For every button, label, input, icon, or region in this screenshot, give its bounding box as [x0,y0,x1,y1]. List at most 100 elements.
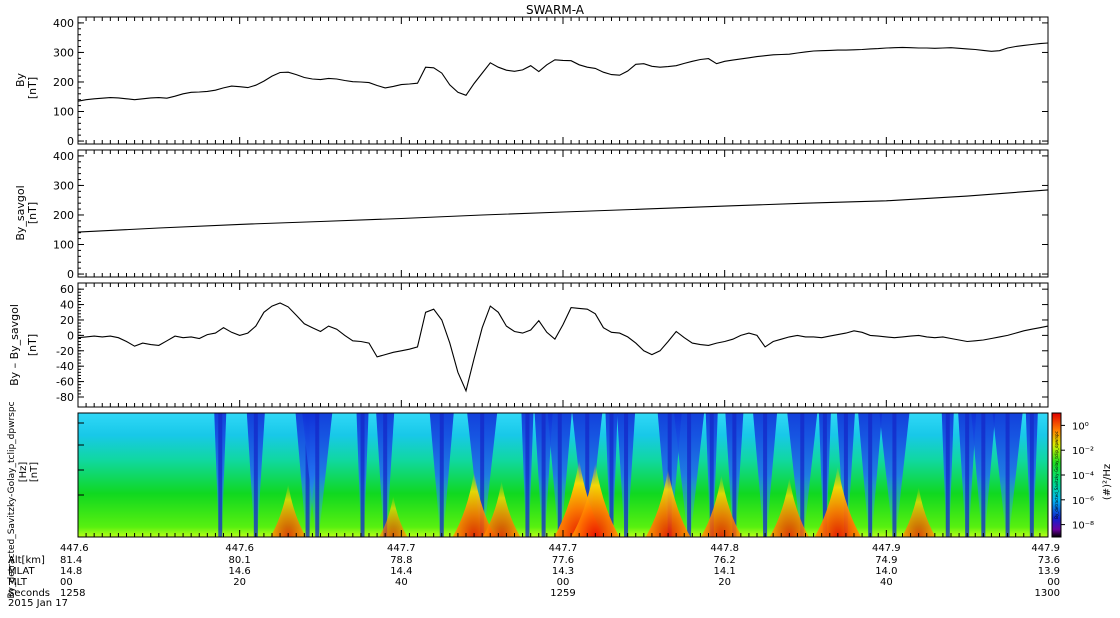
date-label: 2015 Jan 17 [8,598,68,609]
annotation-value: 1300 [1035,588,1060,599]
spectrogram-low-power-core [1029,413,1034,537]
spectrogram-low-power-core [360,413,365,537]
spectrogram-high-power-burst [452,472,496,537]
spectrogram-low-power-core [557,413,562,537]
panel-frame [77,16,1049,145]
panel-frame [77,282,1049,408]
ylabel-by: By [14,72,27,87]
spectrogram-high-power-burst [378,496,408,537]
y-tick-label: -20 [56,345,74,358]
spectrogram-low-power-core [945,413,950,537]
panel-by: 0 100 200 300 400 By [nT] [14,16,1049,148]
annotation-value: 447.7 [549,543,578,554]
annotation-value: 447.9 [1031,543,1060,554]
colorbar-ticks: 10⁰ 10⁻² 10⁻⁴ 10⁻⁶ 10⁻⁸ [1061,421,1094,532]
y-tick-label: -80 [56,391,74,404]
colorbar-tick-label: 10⁻² [1072,446,1094,457]
y-tick-label: 0 [67,135,74,148]
annotation-value: 14.3 [552,566,574,577]
spectrogram-low-power-core [965,413,970,537]
ylabel-by-savgol: By_savgol [14,185,27,240]
annotation-value: 00 [60,577,73,588]
spectrogram-low-power-core [1005,413,1010,537]
y-tick-label: 40 [60,299,74,312]
panel-frame [77,149,1049,278]
x-axis-annotation: 447.6 447.6 447.7 447.7 447.8 447.9 447.9 Alt[k… [8,543,1060,599]
spectrogram-low-power-core [305,413,310,537]
spectrogram-low-power-core [480,413,485,537]
annotation-value: 00 [1047,577,1060,588]
colorbar-tick-label: 10⁻⁴ [1072,471,1094,482]
spectrogram-high-power-burst [645,469,691,537]
colorbar-inner-label: By_detracted_Savitzky-Golay_tclip_dpwrsp… [1054,431,1059,519]
colorbar-tick-label: 10⁻⁸ [1072,521,1094,532]
spectrogram-low-power-core [981,413,986,537]
series-line-by-minus-savgol [77,302,1049,393]
spectrogram-low-power-core [383,413,388,537]
spectrogram-low-power-core [253,413,258,537]
annotation-value: 447.7 [387,543,416,554]
panel-by-minus-savgol: 60 40 20 0 -20 -40 -60 -80 By – By_savgol [nT] [8,282,1049,408]
yunit-by: [nT] [26,77,39,99]
annotation-value: 76.2 [714,555,736,566]
spectrogram-low-power-core [709,413,714,537]
spectrogram-low-power-core [892,413,897,537]
annotation-value: 1259 [550,588,575,599]
panel-by-savgol: 0 100 200 300 400 By_savgol [nT] [14,149,1049,281]
annotation-value: 81.4 [60,555,82,566]
annotation-row-label: Alt[km] [8,555,45,566]
colorbar-label: (#)²/Hz [1102,464,1113,500]
annotation-value: 40 [395,577,408,588]
ylabel-spectrogram: By_detracted_Savitzky-Golay_tclip_dpwrsp… [7,401,17,598]
y-tick-label: 300 [53,179,74,192]
spectrogram-low-power-columns [214,413,1038,537]
y-tick-label: 0 [67,329,74,342]
yunit-by-savgol: [nT] [26,202,39,224]
series-line-by-savgol [77,189,1049,233]
annotation-value: 73.6 [1038,555,1060,566]
y-tick-label: 200 [53,76,74,89]
annotation-row-label: MLT [8,577,28,588]
y-tick-label: 0 [67,268,74,281]
spectrogram-low-power-core [763,413,768,537]
annotation-value: 40 [880,577,893,588]
annotation-value: 14.6 [229,566,251,577]
spectrogram-low-power-core [822,413,827,537]
spectrogram-low-power-core [732,413,737,537]
figure-title: SWARM-A [526,3,585,17]
annotation-value: 447.6 [225,543,254,554]
colorbar-tick-label: 10⁰ [1072,421,1089,432]
spectrogram-high-power-burst [571,463,620,537]
spectrogram-low-power-core [687,413,692,537]
yunit-spectrogram-hz: [Hz] [18,462,29,483]
annotation-value: 80.1 [229,555,251,566]
y-tick-label: 400 [53,150,74,163]
panel-spectrogram: By_detracted_Savitzky-Golay_tclip_dpwrsp… [7,401,1113,598]
spectrogram-low-power-core [315,413,320,537]
y-tick-label: 400 [53,17,74,30]
annotation-row-label: MLAT [8,566,35,577]
annotation-value: 78.8 [390,555,412,566]
spectrogram-low-power-core [667,413,672,537]
annotation-value: 447.8 [710,543,739,554]
annotation-value: 74.9 [875,555,897,566]
spectrogram-low-power-core [439,413,444,537]
spectrogram-high-power-burst [700,475,743,537]
spectrogram-low-power-core [800,413,805,537]
spectrogram-high-power-burst [270,484,307,537]
y-tick-label: 200 [53,209,74,222]
spectrogram-high-power-burst [814,466,862,537]
y-tick-label: -40 [56,360,74,373]
annotation-value: 13.9 [1038,566,1060,577]
annotation-value: 14.0 [875,566,897,577]
spectrogram-low-power-core [843,413,848,537]
annotation-value: 14.4 [390,566,412,577]
annotation-value: 20 [718,577,731,588]
annotation-value: 447.6 [60,543,89,554]
spectrogram-low-power-core [585,413,590,537]
spectrogram-high-power-burst [769,478,810,537]
yunit-by-minus-savgol: [nT] [26,334,39,356]
y-tick-label: 60 [60,283,74,296]
y-tick-label: -60 [56,376,74,389]
